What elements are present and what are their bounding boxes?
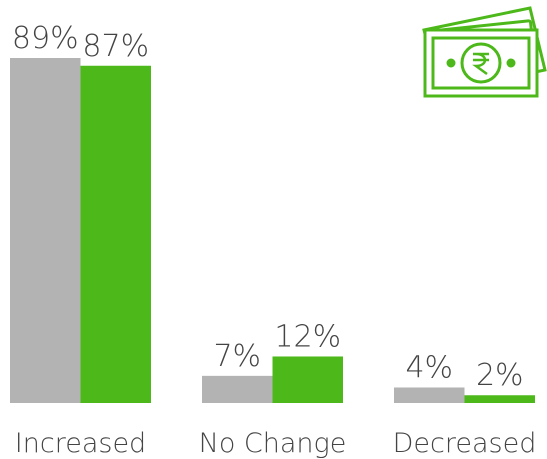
money-icon xyxy=(422,6,547,98)
value-label: 4% xyxy=(405,350,453,385)
category-label: No Change xyxy=(199,428,347,459)
value-label: 87% xyxy=(82,29,149,64)
category-label: Decreased xyxy=(393,428,537,459)
bar xyxy=(272,356,343,403)
bar xyxy=(394,387,465,403)
value-label: 7% xyxy=(213,339,261,374)
value-label: 89% xyxy=(12,21,79,56)
category-label: Increased xyxy=(15,428,146,459)
bar xyxy=(464,395,535,403)
bar xyxy=(10,58,81,403)
bar xyxy=(202,375,273,403)
value-label: 2% xyxy=(476,358,524,393)
value-label: 12% xyxy=(274,319,341,354)
bar xyxy=(80,65,151,403)
